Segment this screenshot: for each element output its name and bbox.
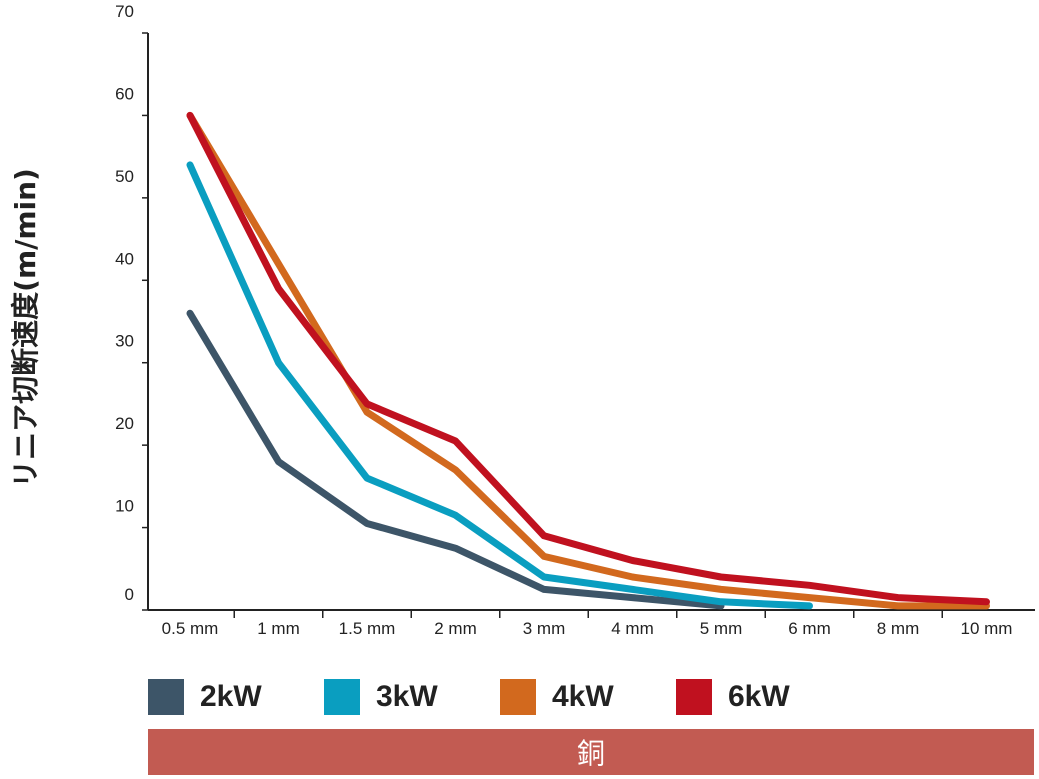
x-tick-label: 4 mm [611,619,654,638]
legend-label-2kw: 2kW [200,680,262,713]
x-tick-label: 1.5 mm [339,619,396,638]
y-tick-label: 70 [115,2,134,21]
legend-label-3kw: 3kW [376,680,438,713]
y-tick-label: 20 [115,414,134,433]
y-tick-label: 10 [115,497,134,516]
legend: 2kW 3kW 4kW 6kW [148,679,852,715]
legend-label-4kw: 4kW [552,680,614,713]
x-tick-label: 0.5 mm [162,619,219,638]
series-line-2kw [186,309,725,610]
x-axis: 0.5 mm 1 mm 1.5 mm 2 mm 3 mm 4 mm 5 mm 6 mm 8 mm… [148,609,1035,638]
legend-swatch-2kw [148,679,184,715]
legend-item-6kw: 6kW [676,679,852,715]
series-lines [186,111,990,610]
series-line-6kw [186,111,990,606]
legend-item-3kw: 3kW [324,679,500,715]
y-tick-label: 50 [115,167,134,186]
legend-swatch-6kw [676,679,712,715]
x-tick-label: 6 mm [788,619,831,638]
y-axis: 70 60 50 40 30 20 10 0 [115,2,149,611]
y-tick-label: 30 [115,332,134,351]
series-line-3kw [186,161,813,610]
material-banner: 銅 [148,729,1034,775]
line-chart: 70 60 50 40 30 20 10 0 0.5 mm 1 mm 1.5 mm 2 mm 3 mm… [9,2,1035,638]
x-tick-label: 5 mm [700,619,743,638]
y-tick-label: 0 [125,585,134,604]
y-tick-label: 40 [115,249,134,268]
y-axis-label: リニア切断速度(m/min) [9,168,42,488]
x-tick-label: 2 mm [434,619,477,638]
x-tick-label: 3 mm [523,619,566,638]
legend-item-2kw: 2kW [148,679,324,715]
legend-swatch-3kw [324,679,360,715]
legend-item-4kw: 4kW [500,679,676,715]
x-tick-label: 8 mm [877,619,920,638]
x-tick-label: 1 mm [257,619,300,638]
legend-label-6kw: 6kW [728,680,790,713]
x-tick-label: 10 mm [961,619,1013,638]
series-line-4kw [186,111,990,610]
legend-swatch-4kw [500,679,536,715]
y-tick-label: 60 [115,84,134,103]
